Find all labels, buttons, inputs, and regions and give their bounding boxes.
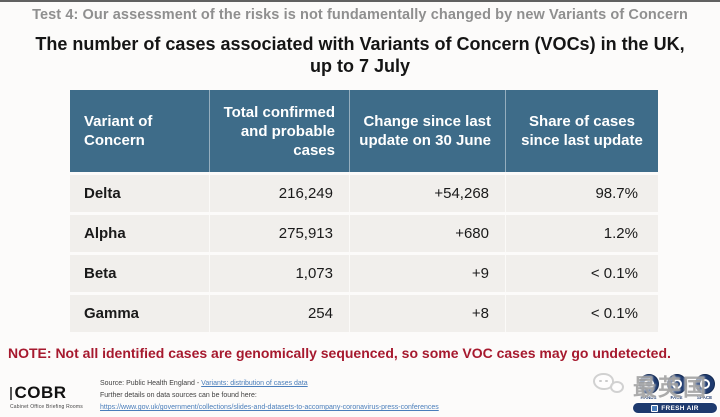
covid-campaign-graphic: HANDS FACE SPACE FRESH AIR bbox=[618, 374, 718, 414]
cobr-logo: COBR Cabinet Office Briefing Rooms bbox=[10, 383, 83, 410]
change-value: +680 bbox=[350, 215, 506, 252]
column-header-share: Share of cases since last update bbox=[521, 113, 643, 149]
table-row-alpha: Alpha 275,913 +680 1.2% bbox=[70, 215, 658, 252]
table-header-row: Variant of Concern Total confirmed and p… bbox=[70, 90, 658, 172]
variants-data-link[interactable]: Variants: distribution of cases data bbox=[201, 380, 308, 387]
top-divider bbox=[0, 0, 720, 2]
table-title-line1: The number of cases associated with Vari… bbox=[35, 34, 685, 54]
total-cases-value: 254 bbox=[210, 295, 350, 332]
variant-name: Beta bbox=[70, 255, 210, 292]
space-badge: SPACE bbox=[693, 374, 716, 400]
share-value: 1.2% bbox=[603, 225, 638, 242]
table-row-delta: Delta 216,249 +54,268 98.7% bbox=[70, 175, 658, 212]
hands-icon bbox=[638, 374, 659, 394]
total-cases-value: 1,073 bbox=[210, 255, 350, 292]
space-badge-label: SPACE bbox=[696, 395, 713, 400]
face-badge-label: FACE bbox=[670, 395, 683, 400]
total-cases-value: 275,913 bbox=[210, 215, 350, 252]
source-attribution: Source: Public Health England - Variants… bbox=[100, 378, 439, 414]
source-prefix: Source: Public Health England - bbox=[100, 380, 202, 387]
face-badge: FACE bbox=[665, 374, 688, 400]
voc-cases-table: Variant of Concern Total confirmed and p… bbox=[70, 90, 658, 332]
face-icon bbox=[666, 374, 687, 394]
slide-test-heading: Test 4: Our assessment of the risks is n… bbox=[32, 7, 688, 23]
change-value: +54,268 bbox=[350, 175, 506, 212]
column-header-variant: Variant of Concern bbox=[70, 90, 210, 172]
fresh-air-banner: FRESH AIR bbox=[632, 402, 718, 414]
share-value: < 0.1% bbox=[590, 265, 638, 282]
space-icon bbox=[694, 374, 715, 394]
cobr-logo-bar bbox=[10, 386, 12, 400]
variant-name: Delta bbox=[70, 175, 210, 212]
details-line: Further details on data sources can be f… bbox=[100, 392, 257, 399]
variant-name: Gamma bbox=[70, 295, 210, 332]
cobr-logo-text: COBR bbox=[14, 383, 67, 402]
table-title: The number of cases associated with Vari… bbox=[0, 33, 720, 77]
hands-badge: HANDS bbox=[637, 374, 660, 400]
sequencing-note: NOTE: Not all identified cases are genom… bbox=[8, 345, 671, 361]
hands-badge-label: HANDS bbox=[640, 395, 657, 400]
gov-uk-collection-link[interactable]: https://www.gov.uk/government/collection… bbox=[100, 404, 439, 411]
fresh-air-banner-label: FRESH AIR bbox=[661, 404, 699, 412]
change-value: +9 bbox=[350, 255, 506, 292]
change-value: +8 bbox=[350, 295, 506, 332]
share-value: 98.7% bbox=[595, 185, 638, 202]
table-row-gamma: Gamma 254 +8 < 0.1% bbox=[70, 295, 658, 332]
variant-name: Alpha bbox=[70, 215, 210, 252]
total-cases-value: 216,249 bbox=[210, 175, 350, 212]
table-title-line2: up to 7 July bbox=[309, 56, 410, 76]
share-value: < 0.1% bbox=[590, 305, 638, 322]
cobr-logo-subtext: Cabinet Office Briefing Rooms bbox=[10, 404, 83, 410]
column-header-change: Change since last update on 30 June bbox=[350, 90, 506, 172]
table-row-beta: Beta 1,073 +9 < 0.1% bbox=[70, 255, 658, 292]
column-header-total-cases: Total confirmed and probable cases bbox=[210, 90, 350, 172]
wechat-bubble-large bbox=[593, 372, 614, 390]
open-window-icon bbox=[651, 404, 659, 412]
source-line: Source: Public Health England - Variants… bbox=[100, 378, 439, 390]
